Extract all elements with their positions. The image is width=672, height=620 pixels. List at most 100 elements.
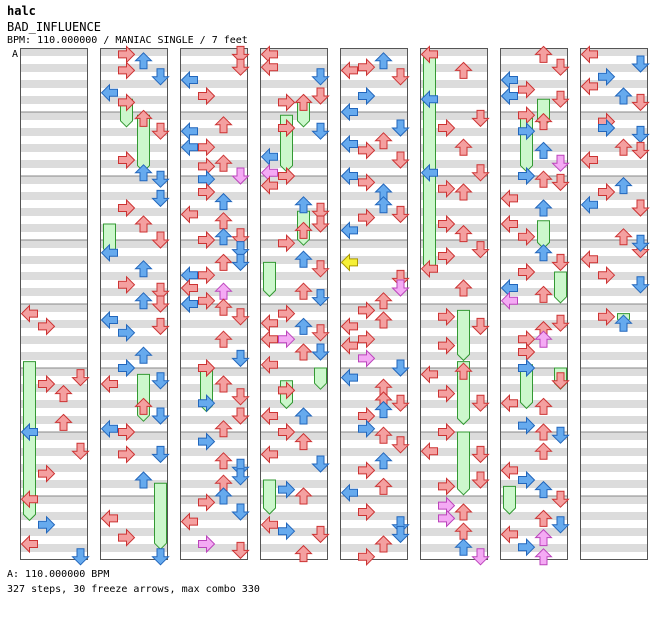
step-arrow — [100, 310, 118, 330]
beat-stripe — [420, 448, 488, 456]
step-arrow — [151, 122, 170, 140]
step-arrow — [551, 372, 570, 390]
step-arrow — [100, 374, 118, 394]
step-arrow — [198, 137, 216, 157]
chart-column — [100, 45, 170, 566]
step-arrow — [534, 45, 553, 63]
step-arrow — [518, 262, 536, 282]
beat-stripe — [100, 160, 168, 168]
step-arrow — [278, 381, 296, 400]
step-arrow — [180, 70, 198, 90]
step-arrow — [631, 141, 650, 160]
beat-stripe — [100, 432, 168, 440]
step-arrow — [391, 359, 410, 377]
step-arrow — [580, 77, 598, 96]
beat-stripe — [420, 304, 488, 312]
beat-stripe — [180, 448, 248, 456]
beat-stripe — [180, 368, 248, 376]
beat-stripe — [580, 464, 648, 472]
step-arrow — [500, 214, 518, 234]
beat-stripe — [100, 96, 168, 104]
beat-stripe — [260, 416, 328, 424]
freeze-arrow — [423, 175, 436, 272]
step-arrow — [438, 509, 456, 528]
step-arrow — [500, 393, 518, 413]
beat-stripe — [180, 96, 248, 104]
step-arrow — [231, 503, 250, 521]
beat-stripe — [260, 288, 328, 296]
step-arrow — [358, 329, 376, 349]
step-arrow — [551, 490, 570, 508]
beat-stripe — [180, 128, 248, 136]
step-arrow — [391, 436, 410, 454]
beat-stripe — [420, 288, 488, 296]
beat-stripe — [20, 288, 88, 296]
step-arrow — [454, 503, 473, 521]
step-arrow — [151, 372, 170, 390]
beat-stripe — [340, 480, 408, 488]
step-arrow — [358, 141, 376, 160]
freeze-arrow — [423, 101, 436, 176]
beat-stripe — [420, 336, 488, 344]
beat-stripe — [100, 192, 168, 200]
step-arrow — [294, 317, 313, 335]
beat-stripe — [100, 368, 168, 376]
beat-stripe — [580, 416, 648, 424]
beat-stripe — [340, 128, 408, 136]
step-arrow — [231, 388, 250, 406]
beat-stripe — [180, 240, 248, 248]
step-arrow — [294, 487, 313, 505]
step-arrow — [260, 57, 278, 77]
beat-stripe — [100, 320, 168, 328]
step-arrow — [151, 68, 170, 86]
step-arrow — [214, 228, 233, 246]
step-arrow — [100, 419, 118, 439]
beat-stripe — [180, 464, 248, 472]
beat-stripe — [500, 480, 568, 488]
step-arrow — [534, 141, 553, 159]
step-arrow — [374, 452, 393, 470]
step-arrow — [391, 151, 410, 169]
beat-stripe — [180, 224, 248, 232]
beat-stripe — [100, 224, 168, 232]
step-arrow — [118, 528, 136, 547]
freeze-arrow — [314, 367, 327, 390]
step-arrow — [518, 470, 536, 490]
beat-stripe — [420, 224, 488, 232]
step-arrow — [471, 241, 490, 259]
step-arrow — [71, 442, 90, 460]
step-arrow — [20, 304, 38, 323]
step-arrow — [198, 230, 216, 250]
step-arrow — [134, 292, 153, 310]
chart-column — [340, 48, 410, 567]
step-arrow — [358, 461, 376, 480]
step-arrow — [420, 259, 438, 279]
step-arrow — [198, 432, 216, 451]
step-arrow — [534, 509, 553, 527]
beat-stripe — [100, 528, 168, 536]
step-arrow — [100, 509, 118, 528]
freeze-arrow — [554, 271, 567, 304]
step-arrow — [278, 166, 296, 186]
step-arrow — [580, 249, 598, 269]
step-arrow — [198, 493, 216, 512]
beat-stripe — [260, 544, 328, 552]
step-arrow — [118, 323, 136, 343]
step-arrow — [180, 137, 198, 157]
step-arrow — [278, 304, 296, 323]
beat-stripe — [180, 160, 248, 168]
beat-stripe — [260, 368, 328, 376]
beat-stripe — [580, 112, 648, 120]
step-arrow — [260, 406, 278, 426]
beat-stripe — [500, 256, 568, 264]
step-arrow — [180, 205, 198, 224]
step-arrow — [580, 195, 598, 215]
step-arrow — [580, 45, 598, 64]
beat-stripe — [580, 432, 648, 440]
beat-stripe — [580, 336, 648, 344]
beat-stripe — [500, 304, 568, 312]
beat-stripe — [500, 400, 568, 408]
step-arrow — [311, 455, 330, 473]
beat-stripe — [580, 192, 648, 200]
step-arrow — [231, 308, 250, 326]
